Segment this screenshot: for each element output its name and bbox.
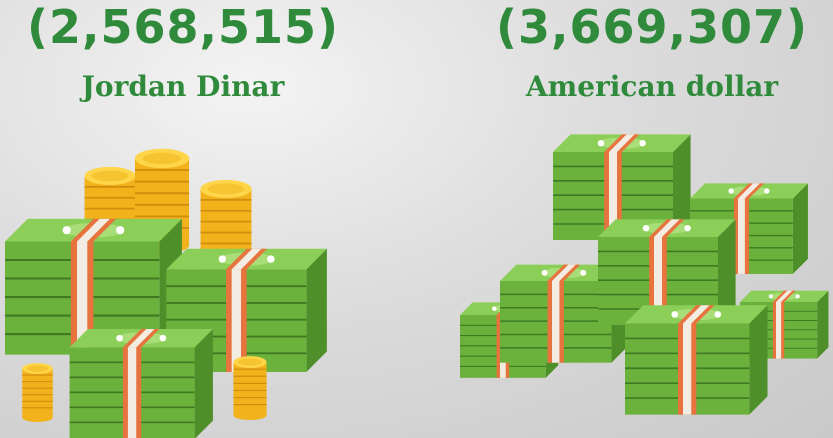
amount: (2,568,515) <box>3 0 363 54</box>
coin-stack <box>233 356 266 420</box>
coin-stack <box>22 363 53 422</box>
currency-label: American dollar <box>472 70 832 103</box>
money-stack <box>625 305 768 414</box>
infographic: (2,568,515) Jordan Dinar (3,669,307) Ame… <box>0 0 833 438</box>
currency-label: Jordan Dinar <box>3 70 363 103</box>
money-stack <box>70 329 213 438</box>
illustration <box>0 0 833 438</box>
amount: (3,669,307) <box>472 0 832 54</box>
